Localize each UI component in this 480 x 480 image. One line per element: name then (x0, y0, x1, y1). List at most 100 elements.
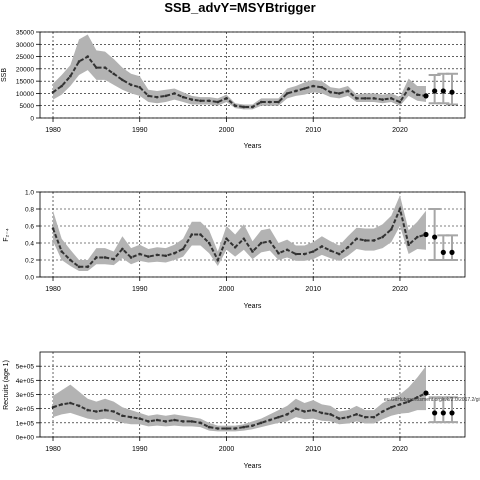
forecast-point (449, 410, 455, 416)
data-point (242, 237, 246, 241)
data-point (69, 401, 72, 405)
data-point (112, 72, 116, 76)
data-point (233, 427, 237, 430)
data-point (77, 404, 81, 408)
data-point (363, 239, 367, 242)
data-point (415, 235, 419, 239)
data-point (381, 98, 384, 101)
data-point (225, 97, 228, 100)
data-point (164, 254, 168, 258)
data-point (242, 425, 246, 429)
data-point (69, 258, 72, 262)
data-point (277, 415, 280, 419)
y-tick-label: 0.4 (25, 241, 34, 248)
y-axis-title: F₂₋₄ (3, 228, 10, 242)
y-tick-label: 0.8 (25, 207, 34, 214)
forecast-point (440, 88, 446, 94)
median-line (52, 55, 427, 108)
data-point (181, 247, 185, 251)
y-tick-label: 0.2 (25, 258, 34, 265)
data-point (95, 256, 98, 259)
y-tick-label: 10000 (16, 91, 34, 98)
data-point (60, 84, 63, 88)
data-point (337, 92, 341, 95)
confidence-band (53, 34, 426, 110)
data-point (60, 250, 63, 253)
median-line (52, 205, 427, 268)
data-point (285, 92, 289, 95)
forecast-point (440, 249, 446, 255)
panel-ssb: 1980 1990 2000 2010 2020 0 5000 10000 15000 20000… (1, 30, 466, 150)
y-tick-label: 4e+05 (16, 378, 35, 385)
data-point (320, 245, 324, 248)
data-point (355, 413, 358, 416)
data-point (294, 252, 298, 256)
data-point (60, 403, 63, 406)
data-point (190, 98, 194, 101)
data-point (173, 251, 176, 255)
data-point (77, 265, 81, 269)
data-point (129, 415, 133, 419)
data-point (190, 233, 194, 236)
data-point (129, 256, 133, 259)
data-point (199, 421, 202, 425)
data-point (355, 237, 358, 241)
data-point (372, 415, 376, 419)
y-tick-label: 25000 (16, 54, 34, 61)
y-tick-label: 1.0 (25, 190, 34, 197)
data-point (207, 99, 211, 103)
data-point (199, 233, 202, 236)
data-point (225, 427, 228, 430)
confidence-band (53, 366, 426, 432)
data-point (294, 89, 298, 93)
y-tick-label: 15000 (16, 79, 34, 86)
data-point (346, 245, 350, 249)
data-point (147, 255, 150, 258)
x-tick-label: 2000 (219, 286, 235, 293)
y-tick-label: 0.6 (25, 224, 34, 231)
data-point (398, 207, 402, 211)
x-tick-label: 2000 (219, 127, 235, 134)
y-axis-title: SSB (1, 68, 8, 82)
data-point (389, 405, 393, 409)
data-point (121, 78, 124, 82)
data-point (415, 93, 419, 96)
data-point (268, 240, 272, 243)
confidence-band (53, 195, 426, 272)
data-point (389, 228, 393, 231)
data-point (311, 250, 315, 253)
x-tick-label: 1990 (132, 286, 148, 293)
x-tick-label: 1980 (45, 127, 61, 134)
data-point (225, 237, 228, 241)
x-axis-title: Years (244, 143, 262, 150)
data-point (51, 227, 55, 230)
data-point (372, 239, 376, 242)
data-point (337, 417, 341, 420)
data-point (138, 417, 142, 420)
y-tick-label: 35000 (16, 30, 34, 37)
forecast-point (449, 89, 455, 95)
data-point (216, 427, 220, 430)
y-tick-label: 0 (30, 116, 34, 123)
data-point (207, 241, 211, 245)
data-point (95, 410, 98, 413)
data-point (103, 256, 107, 259)
data-point (147, 94, 150, 98)
last-assessment-point (423, 93, 429, 99)
data-point (147, 420, 150, 423)
data-point (86, 408, 90, 412)
y-tick-label: 2e+05 (16, 406, 35, 413)
data-point (121, 247, 124, 251)
data-point (242, 105, 246, 109)
forecast-point (432, 410, 438, 416)
x-tick-label: 1980 (45, 286, 61, 293)
data-point (277, 251, 280, 255)
data-point (398, 100, 402, 104)
x-tick-label: 2010 (305, 127, 321, 134)
data-point (407, 400, 410, 403)
data-point (77, 60, 81, 63)
data-point (389, 97, 393, 100)
data-point (329, 413, 332, 416)
data-point (190, 420, 194, 423)
data-point (138, 85, 142, 89)
